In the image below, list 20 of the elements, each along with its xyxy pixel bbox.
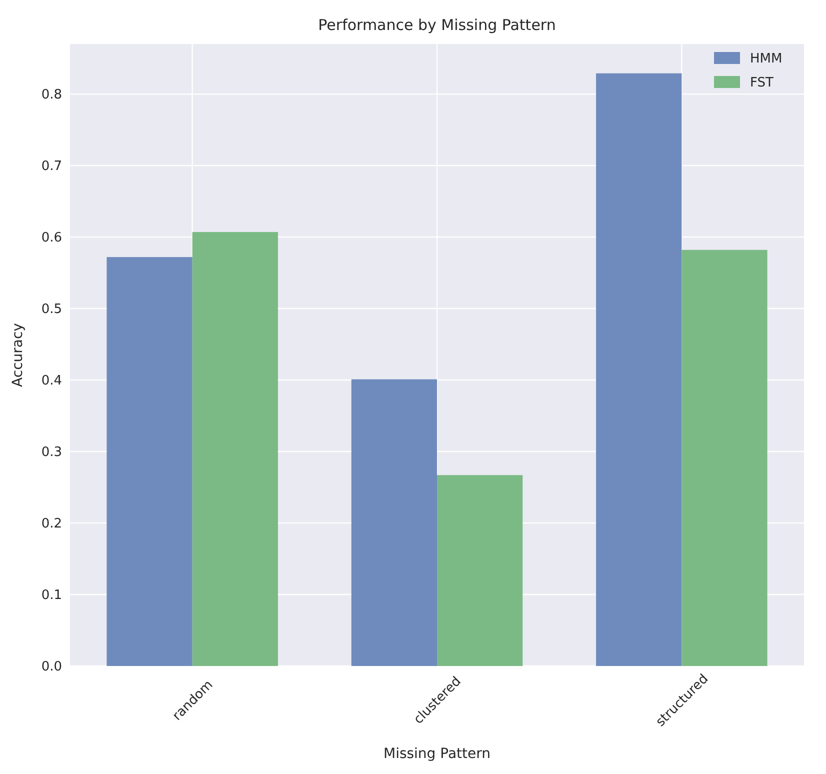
y-tick-label: 0.4 bbox=[41, 374, 62, 389]
chart-title: Performance by Missing Pattern bbox=[318, 16, 556, 34]
legend-label: HMM bbox=[750, 52, 782, 67]
y-tick-label: 0.8 bbox=[41, 88, 62, 103]
legend-label: FST bbox=[750, 76, 774, 91]
x-axis-title: Missing Pattern bbox=[383, 746, 491, 762]
bar bbox=[192, 232, 278, 666]
y-tick-label: 0.0 bbox=[41, 660, 62, 675]
y-tick-label: 0.3 bbox=[41, 445, 62, 460]
y-tick-label: 0.5 bbox=[41, 302, 62, 318]
y-axis-title: Accuracy bbox=[10, 323, 26, 387]
y-tick-label: 0.1 bbox=[41, 588, 62, 604]
y-tick-label: 0.2 bbox=[41, 516, 62, 532]
bar bbox=[437, 475, 523, 666]
bar bbox=[682, 250, 768, 666]
bar bbox=[351, 379, 437, 666]
y-tick-label: 0.6 bbox=[41, 230, 62, 246]
bar bbox=[106, 257, 192, 666]
bar bbox=[596, 73, 682, 666]
y-tick-label: 0.7 bbox=[41, 159, 62, 174]
